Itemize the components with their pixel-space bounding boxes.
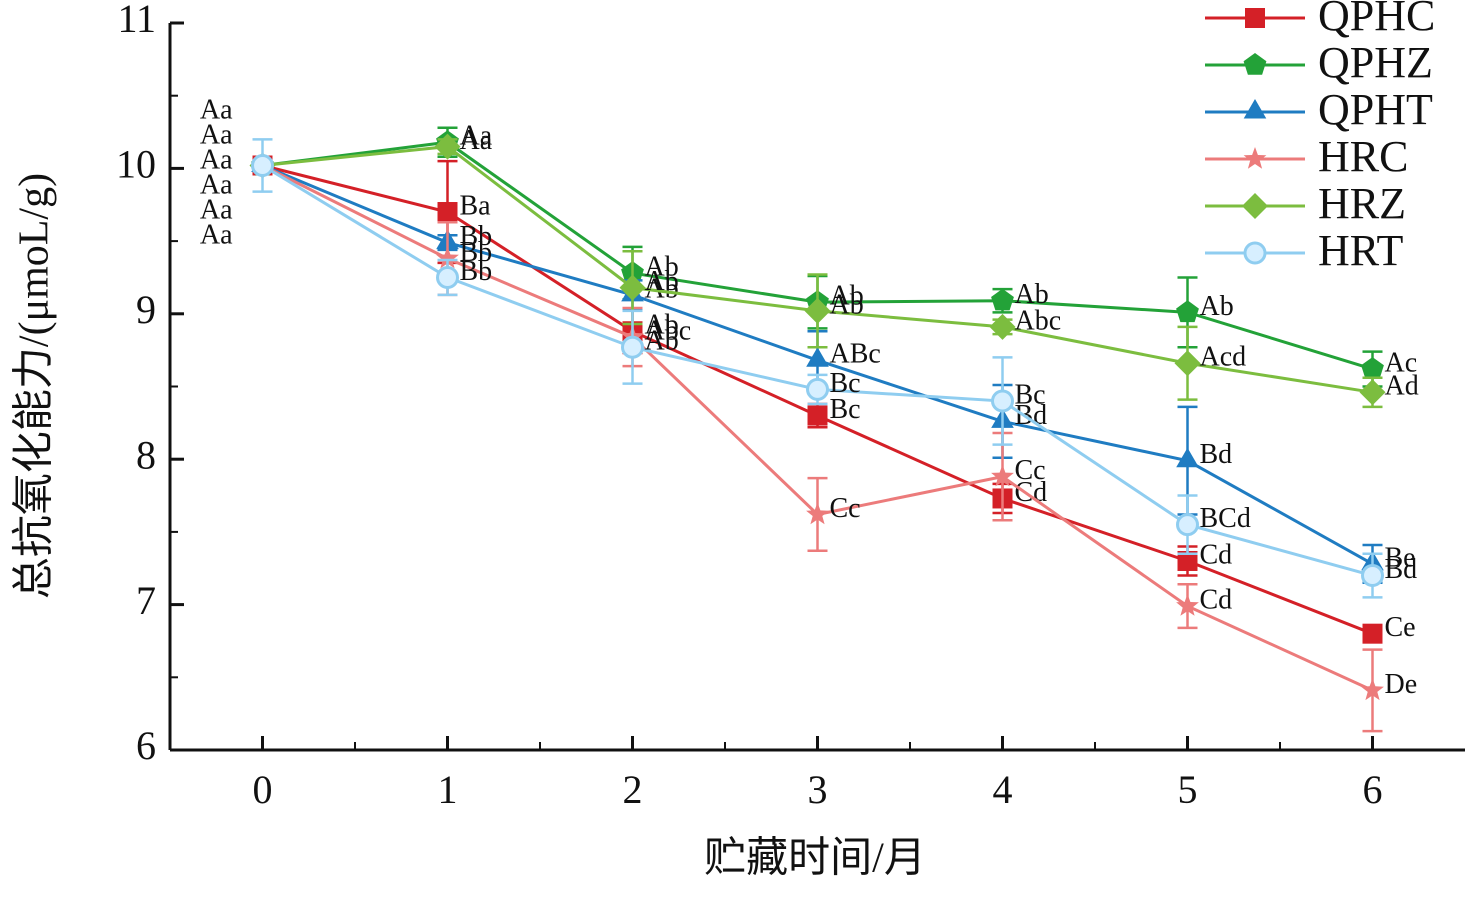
legend-label: HRT — [1318, 226, 1403, 275]
significance-label: Ab — [1015, 279, 1049, 310]
significance-label: Be — [1385, 542, 1416, 573]
data-point — [1176, 447, 1199, 468]
significance-label: Ba — [460, 190, 492, 221]
significance-label: Abc — [645, 315, 692, 346]
significance-label: Aa — [460, 121, 493, 152]
significance-label: Aa — [200, 94, 233, 125]
significance-label: Bd — [1200, 439, 1233, 470]
legend-label: HRC — [1318, 132, 1408, 181]
x-tick-label: 2 — [623, 767, 643, 812]
y-tick-label: 8 — [136, 432, 156, 477]
x-tick-label: 4 — [993, 767, 1013, 812]
significance-label: Cc — [830, 493, 861, 524]
significance-label: Ab — [830, 281, 864, 312]
significance-label: De — [1385, 669, 1418, 700]
x-tick-label: 6 — [1363, 767, 1383, 812]
legend-marker — [1243, 147, 1267, 169]
data-point — [1361, 357, 1384, 379]
x-tick-label: 0 — [253, 767, 273, 812]
significance-label: Bb — [460, 221, 493, 252]
significance-label: Ab — [645, 266, 679, 297]
significance-label: Ab — [645, 310, 679, 341]
data-point — [436, 246, 459, 269]
data-point — [621, 335, 644, 359]
data-point — [806, 502, 829, 525]
data-point — [1174, 350, 1201, 377]
x-tick-label: 3 — [808, 767, 828, 812]
significance-label: Bc — [1015, 379, 1046, 410]
significance-label: Aa — [200, 169, 233, 200]
significance-label: Aa — [200, 194, 233, 225]
x-tick-label: 5 — [1178, 767, 1198, 812]
legend-label: QPHC — [1318, 0, 1435, 40]
data-point — [619, 274, 646, 301]
significance-label: Bb — [460, 256, 493, 287]
significance-label: BCd — [1200, 503, 1251, 534]
data-point — [1176, 300, 1199, 323]
significance-label: Cc — [1015, 455, 1046, 486]
significance-label: Ab — [830, 289, 864, 320]
data-point — [1177, 550, 1198, 571]
data-point — [1361, 678, 1384, 701]
data-point — [806, 377, 829, 401]
significance-label: Bd — [1385, 554, 1418, 585]
y-axis-label: 总抗氧化能力/(μmoL/g) — [11, 173, 58, 599]
data-point — [991, 464, 1014, 487]
data-point — [436, 265, 459, 289]
data-point — [989, 313, 1016, 340]
data-point — [434, 133, 461, 160]
x-axis-label: 贮藏时间/月 — [704, 836, 926, 882]
significance-label: Ac — [1385, 347, 1418, 378]
data-point — [991, 389, 1014, 413]
significance-label: Cd — [1200, 539, 1233, 570]
legend-label: QPHT — [1318, 85, 1433, 134]
legend-marker — [1245, 8, 1265, 28]
x-tick-label: 1 — [438, 767, 458, 812]
legend-label: QPHZ — [1318, 38, 1433, 87]
data-point — [1359, 379, 1386, 406]
significance-label: Cd — [1200, 584, 1233, 615]
significance-label: Aa — [460, 125, 493, 156]
data-point — [991, 288, 1014, 311]
significance-label: Ab — [1200, 291, 1234, 322]
significance-label: Acd — [1200, 342, 1247, 373]
data-point — [1361, 564, 1384, 588]
significance-label: Aa — [200, 144, 233, 175]
data-point — [1176, 594, 1199, 616]
data-point — [1176, 513, 1199, 537]
data-point — [251, 153, 274, 177]
significance-label: Ab — [645, 326, 679, 357]
legend-marker — [1243, 241, 1267, 265]
data-point — [437, 202, 458, 223]
legend-label: HRZ — [1318, 179, 1406, 228]
data-point — [806, 347, 829, 367]
y-tick-label: 9 — [136, 287, 156, 332]
data-point — [807, 405, 828, 426]
data-point — [1362, 623, 1383, 644]
y-tick-label: 10 — [116, 142, 156, 187]
legend-marker — [1242, 193, 1268, 219]
significance-label: Bb — [460, 237, 493, 268]
significance-label: ABc — [830, 339, 881, 370]
significance-label: Bc — [830, 368, 861, 399]
y-tick-label: 11 — [117, 0, 156, 41]
y-tick-label: 7 — [136, 578, 156, 623]
significance-label: Ad — [1385, 371, 1419, 402]
significance-label: Abc — [1015, 305, 1062, 336]
significance-label: Bc — [830, 394, 861, 425]
y-tick-label: 6 — [136, 723, 156, 768]
significance-label: Ab — [645, 252, 679, 283]
significance-label: Aa — [200, 219, 233, 250]
legend-marker — [1243, 99, 1267, 119]
legend-marker — [1243, 53, 1267, 75]
significance-label: Aa — [200, 119, 233, 150]
data-point — [804, 297, 831, 324]
significance-label: Ce — [1385, 612, 1416, 643]
